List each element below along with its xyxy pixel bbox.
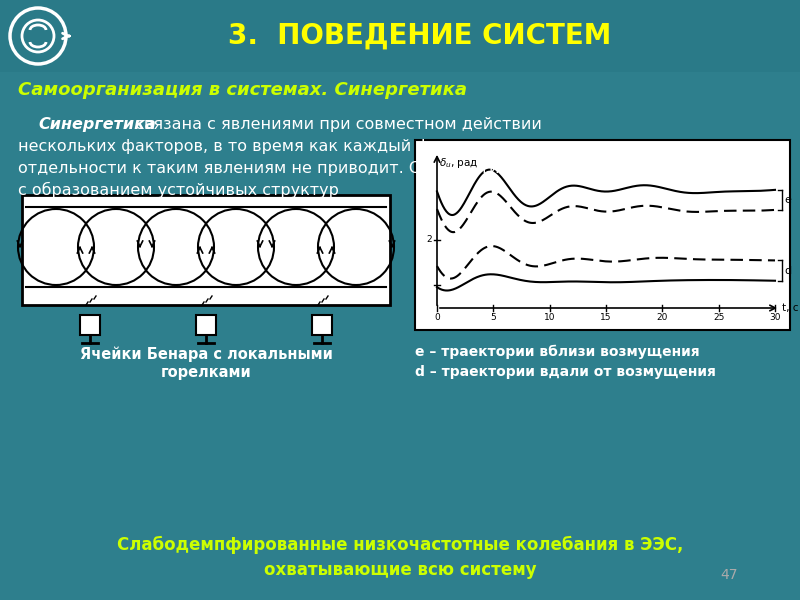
- Text: нескольких факторов, в то время как каждый фактор в: нескольких факторов, в то время как кажд…: [18, 139, 494, 154]
- Bar: [312, 315, 332, 335]
- Text: Ячейки Бенара с локальными
горелками: Ячейки Бенара с локальными горелками: [79, 347, 333, 380]
- Text: с образованием устойчивых структур: с образованием устойчивых структур: [18, 182, 339, 198]
- Text: 20: 20: [657, 313, 668, 322]
- Text: отдельности к таким явлениям не приводит. Синергетика связана: отдельности к таким явлениям не приводит…: [18, 160, 591, 175]
- Text: 3.  ПОВЕДЕНИЕ СИСТЕМ: 3. ПОВЕДЕНИЕ СИСТЕМ: [228, 22, 612, 50]
- Bar: [80, 315, 100, 335]
- Text: Слабодемпфированные низкочастотные колебания в ЭЭС,: Слабодемпфированные низкочастотные колеб…: [117, 536, 683, 554]
- Text: Синергетика: Синергетика: [38, 116, 156, 131]
- Text: e: e: [784, 195, 791, 205]
- Text: 30: 30: [770, 313, 781, 322]
- Text: 10: 10: [544, 313, 555, 322]
- Bar: [22, 195, 390, 305]
- Text: d: d: [784, 266, 791, 275]
- Text: связана с явлениями при совместном действии: связана с явлениями при совместном дейст…: [130, 116, 542, 131]
- Text: охватывающие всю систему: охватывающие всю систему: [264, 561, 536, 579]
- Bar: [415, 140, 790, 330]
- Text: 2: 2: [426, 235, 432, 245]
- Text: 0: 0: [434, 313, 440, 322]
- Bar: [0, 0, 800, 72]
- Text: d – траектории вдали от возмущения: d – траектории вдали от возмущения: [415, 365, 716, 379]
- Text: 15: 15: [600, 313, 612, 322]
- Text: $\delta_u$, рад: $\delta_u$, рад: [439, 156, 478, 170]
- Text: 25: 25: [713, 313, 724, 322]
- Text: Самоорганизация в системах. Синергетика: Самоорганизация в системах. Синергетика: [18, 81, 467, 99]
- Text: 47: 47: [720, 568, 738, 582]
- Text: e – траектории вблизи возмущения: e – траектории вблизи возмущения: [415, 345, 700, 359]
- Bar: [196, 315, 216, 335]
- Text: t, c: t, c: [782, 303, 798, 313]
- Text: 5: 5: [490, 313, 496, 322]
